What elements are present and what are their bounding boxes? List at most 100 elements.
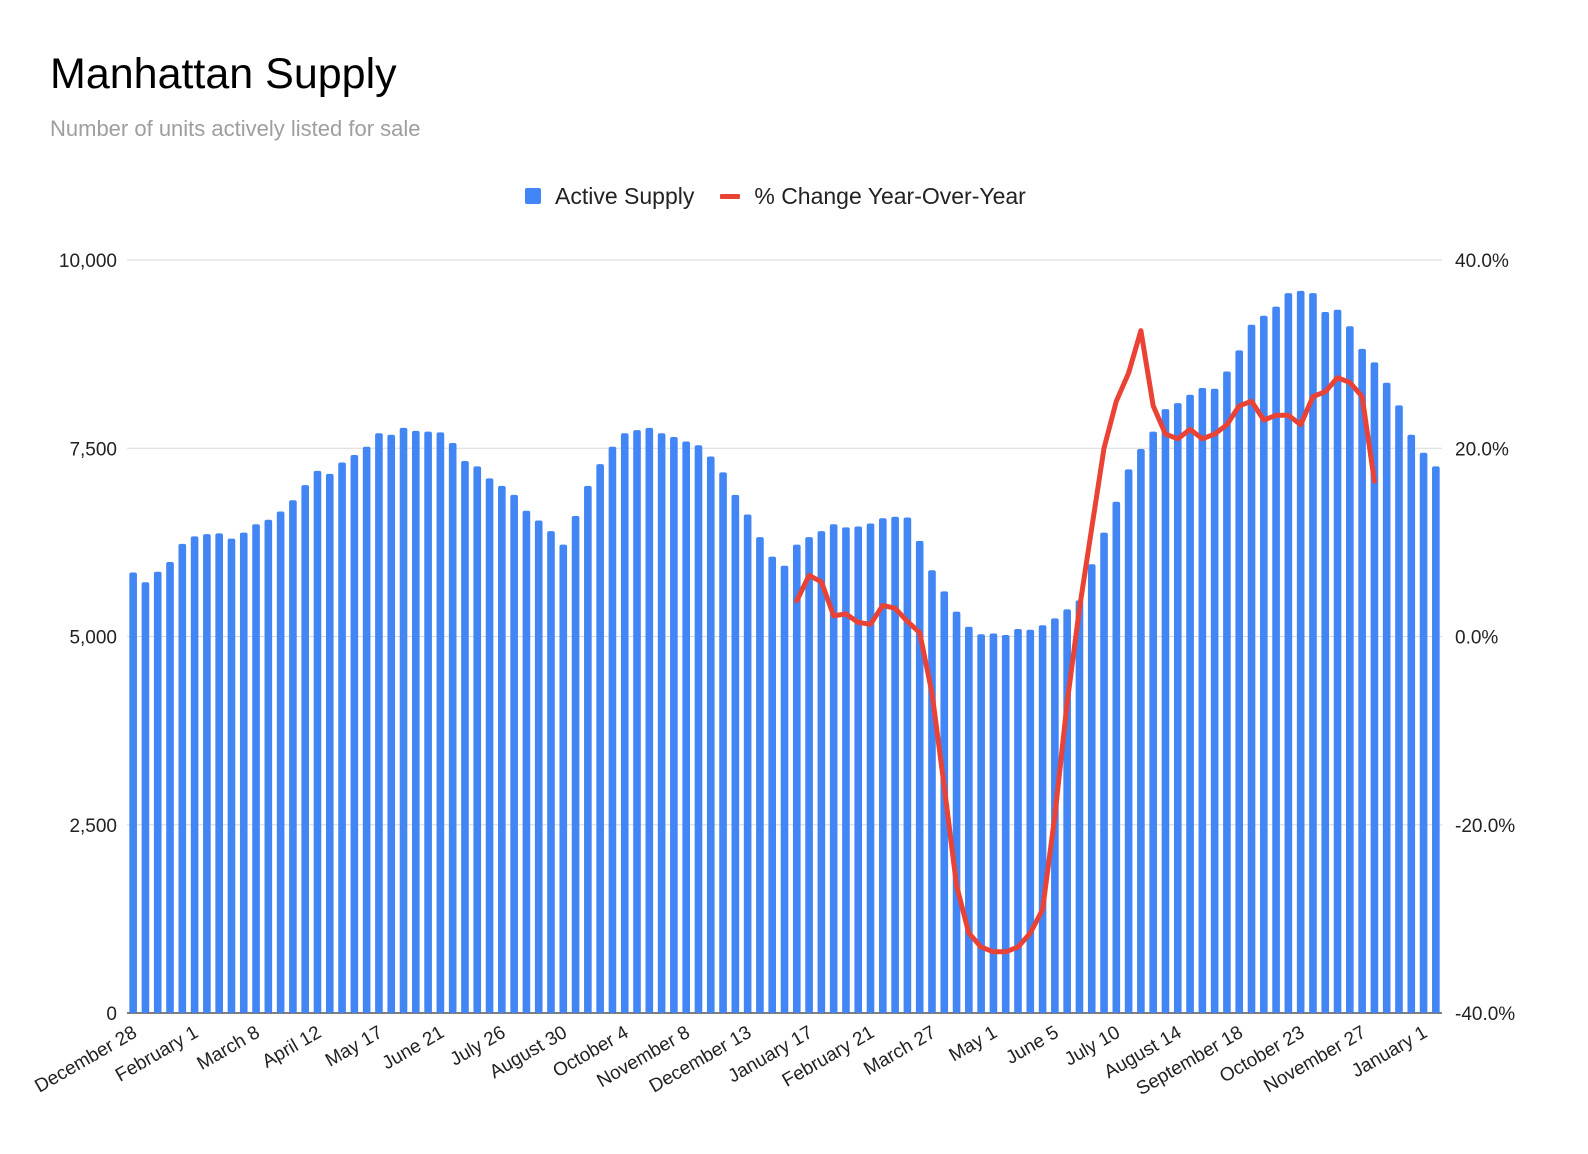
bar (166, 561, 174, 1013)
bar (252, 524, 260, 1013)
bar (817, 531, 826, 1013)
bar (1173, 403, 1182, 1013)
bar (1038, 625, 1047, 1013)
bar (153, 571, 162, 1013)
bar (657, 433, 666, 1013)
bar (424, 431, 432, 1014)
bar (891, 516, 899, 1013)
bar (141, 582, 150, 1013)
bar (780, 565, 789, 1013)
left-axis: 0 2,500 5,000 7,500 10,000 (59, 251, 117, 1025)
right-axis-tick-label: 20.0% (1455, 439, 1509, 460)
bar (411, 430, 420, 1013)
yoy-change-line (794, 328, 1377, 955)
bar (694, 445, 703, 1013)
bar (1419, 452, 1428, 1013)
bar (362, 446, 371, 1013)
bar (1161, 409, 1170, 1013)
bar (731, 494, 740, 1013)
bar (928, 570, 936, 1013)
bar (1358, 348, 1366, 1013)
bar (178, 543, 187, 1013)
legend-swatch-active-supply (525, 188, 541, 204)
bar (977, 634, 985, 1013)
bar (534, 520, 543, 1013)
bar (1235, 350, 1244, 1013)
bar (203, 534, 211, 1013)
x-axis-tick-label: June 21 (379, 1022, 448, 1074)
bar (276, 511, 285, 1013)
bar (633, 430, 641, 1014)
bar (215, 533, 223, 1013)
x-axis-tick-label: May 17 (322, 1022, 386, 1071)
chart-title: Manhattan Supply (50, 50, 397, 98)
legend-item-active-supply[interactable]: Active Supply (525, 183, 694, 210)
bar (768, 556, 777, 1013)
bar (1223, 371, 1231, 1014)
x-axis-tick-label: June 5 (1002, 1022, 1062, 1069)
bar (387, 434, 396, 1013)
bar (190, 536, 199, 1013)
bar (989, 633, 998, 1013)
bar (1284, 293, 1293, 1014)
left-axis-tick-label: 7,500 (69, 439, 117, 460)
bar (756, 537, 764, 1013)
bar (879, 518, 887, 1013)
bar (706, 456, 715, 1014)
bar (1100, 532, 1108, 1013)
bar (375, 433, 383, 1013)
bar (1321, 311, 1330, 1013)
bar (522, 510, 531, 1013)
bar (399, 427, 408, 1013)
bar (1382, 382, 1391, 1013)
right-axis-tick-label: -40.0% (1455, 1004, 1515, 1025)
right-axis-tick-label: -20.0% (1455, 816, 1515, 837)
bar (1407, 434, 1416, 1013)
bar (498, 485, 506, 1013)
left-axis-tick-label: 0 (106, 1004, 117, 1025)
bar (547, 531, 555, 1013)
bar (719, 472, 727, 1013)
bar (1149, 431, 1158, 1014)
legend-swatch-yoy-change (720, 193, 741, 199)
bar (1210, 388, 1219, 1013)
bar (596, 464, 604, 1013)
bar (1309, 293, 1317, 1014)
x-axis-tick-label: May 1 (946, 1022, 1001, 1066)
left-axis-tick-label: 10,000 (59, 251, 117, 272)
bar (1087, 564, 1096, 1013)
bar (1137, 449, 1145, 1013)
bar (682, 441, 690, 1013)
x-axis-tick-label: December 28 (31, 1022, 140, 1097)
bar (264, 519, 273, 1013)
bar-series-active-supply (129, 290, 1440, 1014)
bar (559, 544, 568, 1013)
bar (1001, 634, 1010, 1013)
bar (239, 532, 248, 1013)
bar (743, 514, 752, 1013)
bar (842, 527, 850, 1013)
bar (1296, 290, 1305, 1013)
legend-item-yoy-change[interactable]: % Change Year-Over-Year (720, 183, 1026, 210)
bar (473, 466, 482, 1013)
bar (584, 485, 592, 1013)
bar (448, 442, 457, 1013)
bar (1346, 326, 1354, 1013)
bar (1370, 362, 1379, 1014)
bar (1112, 501, 1121, 1013)
bar (461, 461, 469, 1013)
bar (1186, 394, 1194, 1013)
bar (436, 432, 445, 1013)
bar (227, 538, 236, 1013)
bar (1026, 629, 1035, 1013)
right-axis: -40.0% -20.0% 0.0% 20.0% 40.0% (1455, 251, 1515, 1025)
bar (645, 427, 654, 1013)
bar (805, 537, 813, 1013)
bar (350, 455, 359, 1014)
legend-label-active-supply: Active Supply (555, 182, 695, 209)
bar (1259, 315, 1268, 1013)
bar (1075, 600, 1084, 1013)
legend: Active Supply % Change Year-Over-Year (525, 181, 1052, 211)
bar (1272, 306, 1280, 1013)
